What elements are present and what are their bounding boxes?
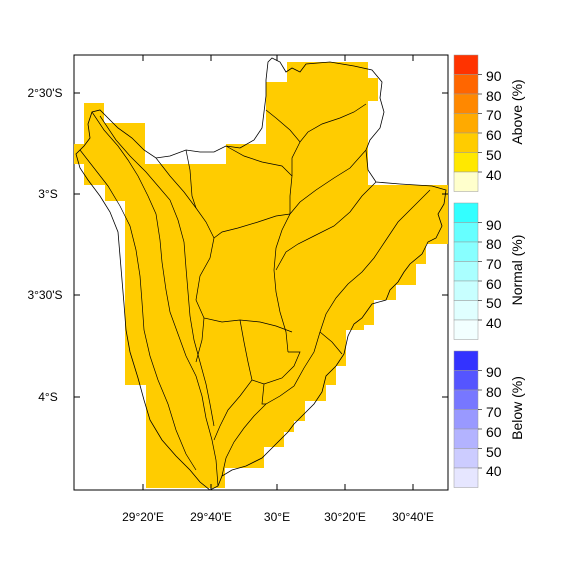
- legend-above-swatch: [453, 93, 479, 114]
- legend-normal-swatch: [453, 241, 479, 262]
- lon-tick-label: 29°40'E: [190, 510, 232, 524]
- legend-below-swatch: [453, 409, 479, 430]
- legend-below: 90 80 70 60 50 40 Below (%): [453, 350, 525, 488]
- legend-below-swatch: [453, 350, 479, 371]
- legend-normal-label-70: 70: [486, 256, 502, 272]
- legend-below-label-80: 80: [486, 384, 502, 400]
- province-boundaries: [79, 103, 431, 487]
- legend-below-title: Below (%): [509, 376, 525, 440]
- legend-normal-label-40: 40: [486, 315, 502, 331]
- legend-above-swatch: [453, 132, 479, 153]
- legend-below-label-40: 40: [486, 463, 502, 479]
- legend-normal-swatch: [453, 319, 479, 340]
- legend-above: 90 80 70 60 50 40 Above (%): [453, 54, 525, 192]
- legend-above-label-40: 40: [486, 167, 502, 183]
- lon-tick-marks: [142, 55, 414, 490]
- legend-below-swatch: [453, 467, 479, 488]
- legend-above-label-50: 50: [486, 147, 502, 163]
- legend-above-swatch: [453, 171, 479, 192]
- legend-normal-swatch: [453, 280, 479, 301]
- legend-normal-swatch: [453, 202, 479, 223]
- legend-above-swatch: [453, 113, 479, 134]
- legend-above-label-80: 80: [486, 88, 502, 104]
- legend-below-label-50: 50: [486, 444, 502, 460]
- legend-below-swatch: [453, 428, 479, 449]
- lon-tick-label: 30°E: [264, 510, 290, 524]
- legend-normal-label-60: 60: [486, 276, 502, 292]
- legend-above-swatches: [453, 54, 482, 192]
- lon-tick-label: 30°40'E: [392, 510, 434, 524]
- legend-normal: 90 80 70 60 50 40 Normal (%): [453, 202, 525, 340]
- lat-tick-label: 3°30'S: [27, 288, 62, 302]
- legend-below-label-90: 90: [486, 364, 502, 380]
- legend-above-label-70: 70: [486, 107, 502, 123]
- probability-fill: [74, 62, 448, 488]
- lat-tick-label: 4°S: [38, 390, 57, 404]
- lat-tick-label: 2°30'S: [27, 86, 62, 100]
- legend-normal-swatch: [453, 222, 479, 243]
- legend-above-title: Above (%): [509, 79, 525, 144]
- legend-above-swatch: [453, 152, 479, 173]
- legend-above-label-90: 90: [486, 68, 502, 84]
- lat-tick-label: 3°S: [38, 187, 57, 201]
- legend-below-swatches: [453, 350, 482, 488]
- legend-above-label-60: 60: [486, 127, 502, 143]
- probability-fill-cells: [74, 62, 448, 488]
- legend-below-label-70: 70: [486, 404, 502, 420]
- legend-normal-label-50: 50: [486, 295, 502, 311]
- legend-normal-swatches: [453, 202, 482, 340]
- legend-normal-label-80: 80: [486, 236, 502, 252]
- legend-above-swatch: [453, 54, 479, 75]
- legend-below-label-60: 60: [486, 424, 502, 440]
- legend-below-swatch: [453, 448, 479, 469]
- legend-normal-swatch: [453, 261, 479, 282]
- lon-tick-label: 29°20'E: [122, 510, 164, 524]
- legend-below-swatch: [453, 370, 479, 391]
- lat-tick-marks: [74, 92, 448, 398]
- legend-normal-swatch: [453, 300, 479, 321]
- lon-tick-label: 30°20'E: [324, 510, 366, 524]
- legend-above-swatch: [453, 74, 479, 95]
- legend-below-swatch: [453, 389, 479, 410]
- legend-normal-title: Normal (%): [509, 235, 525, 306]
- legend-normal-label-90: 90: [486, 217, 502, 233]
